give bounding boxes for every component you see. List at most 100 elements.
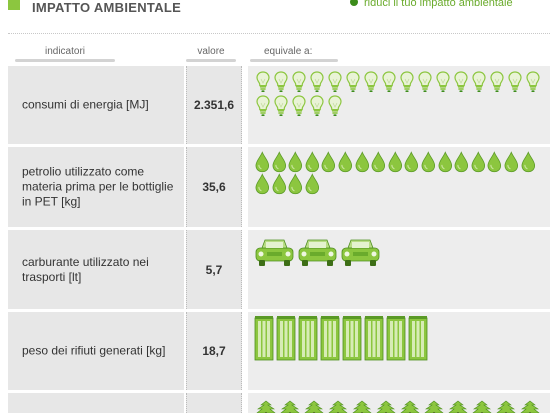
equivalent-cell	[248, 147, 550, 227]
column-header-bar	[15, 59, 115, 62]
equivalent-cell	[248, 312, 550, 390]
equivalent-cell	[248, 230, 550, 309]
tree-icon	[278, 399, 302, 413]
value-label: 18,7	[202, 344, 226, 358]
value-cell: 35,6	[186, 147, 242, 227]
value-label: 35,6	[202, 180, 226, 194]
lightbulb-icon	[362, 70, 380, 94]
indicator-cell: petrolio utilizzato come materia prima p…	[8, 147, 184, 227]
oil-drop-icon	[271, 173, 288, 195]
value-label: 5,7	[205, 262, 223, 277]
column-header-bar	[186, 59, 236, 62]
bottle-crate-icon	[386, 316, 406, 362]
value-cell: 18,7	[186, 312, 242, 390]
lightbulb-icon	[272, 94, 290, 118]
oil-drop-icon	[287, 173, 304, 195]
tree-icon	[302, 399, 326, 413]
lightbulb-icon	[326, 94, 344, 118]
tree-icon	[518, 399, 542, 413]
table-row	[8, 393, 550, 413]
lightbulb-icon	[290, 94, 308, 118]
lightbulb-icon	[254, 70, 272, 94]
equivalent-cell	[248, 66, 550, 144]
lightbulb-icon	[416, 70, 434, 94]
indicator-cell: carburante utilizzato nei trasporti [lt]	[8, 230, 184, 309]
bottle-crate-icon	[276, 316, 296, 362]
tree-icon	[254, 399, 278, 413]
lightbulb-icon	[434, 70, 452, 94]
table-row: petrolio utilizzato come materia prima p…	[8, 147, 550, 227]
oil-drop-icon	[420, 151, 437, 173]
car-icon	[254, 234, 295, 268]
column-header-indicators-label: indicatori	[44, 46, 86, 57]
indicator-label: carburante utilizzato nei trasporti [lt]	[22, 254, 149, 284]
page-header: IMPATTO AMBIENTALE riduci il tuo impatto…	[0, 0, 550, 26]
oil-drop-icon	[370, 151, 387, 173]
tree-icon	[470, 399, 494, 413]
lightbulb-icon	[506, 70, 524, 94]
lightbulb-icon	[398, 70, 416, 94]
oil-drop-icon	[304, 173, 321, 195]
tree-icon	[326, 399, 350, 413]
equivalent-cell	[248, 393, 550, 413]
leaf-icon	[8, 0, 20, 10]
reduce-impact-link[interactable]: riduci il tuo impatto ambientale	[350, 0, 513, 9]
value-cell: 2.351,6	[186, 66, 242, 144]
indicator-cell	[8, 393, 184, 413]
lightbulb-icon	[308, 94, 326, 118]
oil-drop-icon	[503, 151, 520, 173]
lightbulb-icon	[290, 70, 308, 94]
tree-icon	[398, 399, 422, 413]
oil-drop-icon	[470, 151, 487, 173]
value-cell: 5,7	[186, 230, 242, 309]
bullet-icon	[350, 0, 358, 6]
reduce-impact-link-label: riduci il tuo impatto ambientale	[364, 0, 513, 9]
lightbulb-icon	[254, 94, 272, 118]
lightbulb-icon	[488, 70, 506, 94]
lightbulb-icon	[326, 70, 344, 94]
tree-icon	[494, 399, 518, 413]
bottle-crate-icon	[342, 316, 362, 362]
oil-drop-icon	[354, 151, 371, 173]
column-header-value-label: valore	[197, 46, 225, 57]
oil-drop-icon	[254, 151, 271, 173]
column-header-value: valore	[186, 46, 236, 62]
oil-drop-icon	[486, 151, 503, 173]
page-title: IMPATTO AMBIENTALE	[32, 0, 182, 15]
table-row: carburante utilizzato nei trasporti [lt]…	[8, 230, 550, 309]
lightbulb-icon	[380, 70, 398, 94]
car-icon	[340, 234, 381, 268]
oil-drop-icon	[320, 151, 337, 173]
car-icon	[297, 234, 338, 268]
tree-icon	[374, 399, 398, 413]
oil-drop-icon	[337, 151, 354, 173]
lightbulb-icon	[308, 70, 326, 94]
tree-icon	[350, 399, 374, 413]
column-header-equivalent: equivale a:	[250, 46, 550, 62]
bottle-crate-icon	[320, 316, 340, 362]
lightbulb-icon	[344, 70, 362, 94]
indicator-cell: consumi di energia [MJ]	[8, 66, 184, 144]
oil-drop-icon	[254, 173, 271, 195]
column-header-equivalent-label: equivale a:	[264, 46, 313, 57]
bottle-crate-icon	[408, 316, 428, 362]
oil-drop-icon	[271, 151, 288, 173]
lightbulb-icon	[524, 70, 542, 94]
indicator-label: petrolio utilizzato come materia prima p…	[22, 164, 174, 209]
column-header-bar	[250, 59, 338, 62]
indicator-cell: peso dei rifiuti generati [kg]	[8, 312, 184, 390]
oil-drop-icon	[453, 151, 470, 173]
table-row: peso dei rifiuti generati [kg] 18,7	[8, 312, 550, 390]
tree-icon	[446, 399, 470, 413]
table-row: consumi di energia [MJ] 2.351,6	[8, 66, 550, 144]
oil-drop-icon	[287, 151, 304, 173]
oil-drop-icon	[437, 151, 454, 173]
tree-icon	[422, 399, 446, 413]
indicator-label: peso dei rifiuti generati [kg]	[22, 343, 166, 358]
oil-drop-icon	[304, 151, 321, 173]
bottle-crate-icon	[298, 316, 318, 362]
bottle-crate-icon	[254, 316, 274, 362]
indicator-label: consumi di energia [MJ]	[22, 97, 149, 112]
oil-drop-icon	[387, 151, 404, 173]
divider	[8, 33, 550, 34]
